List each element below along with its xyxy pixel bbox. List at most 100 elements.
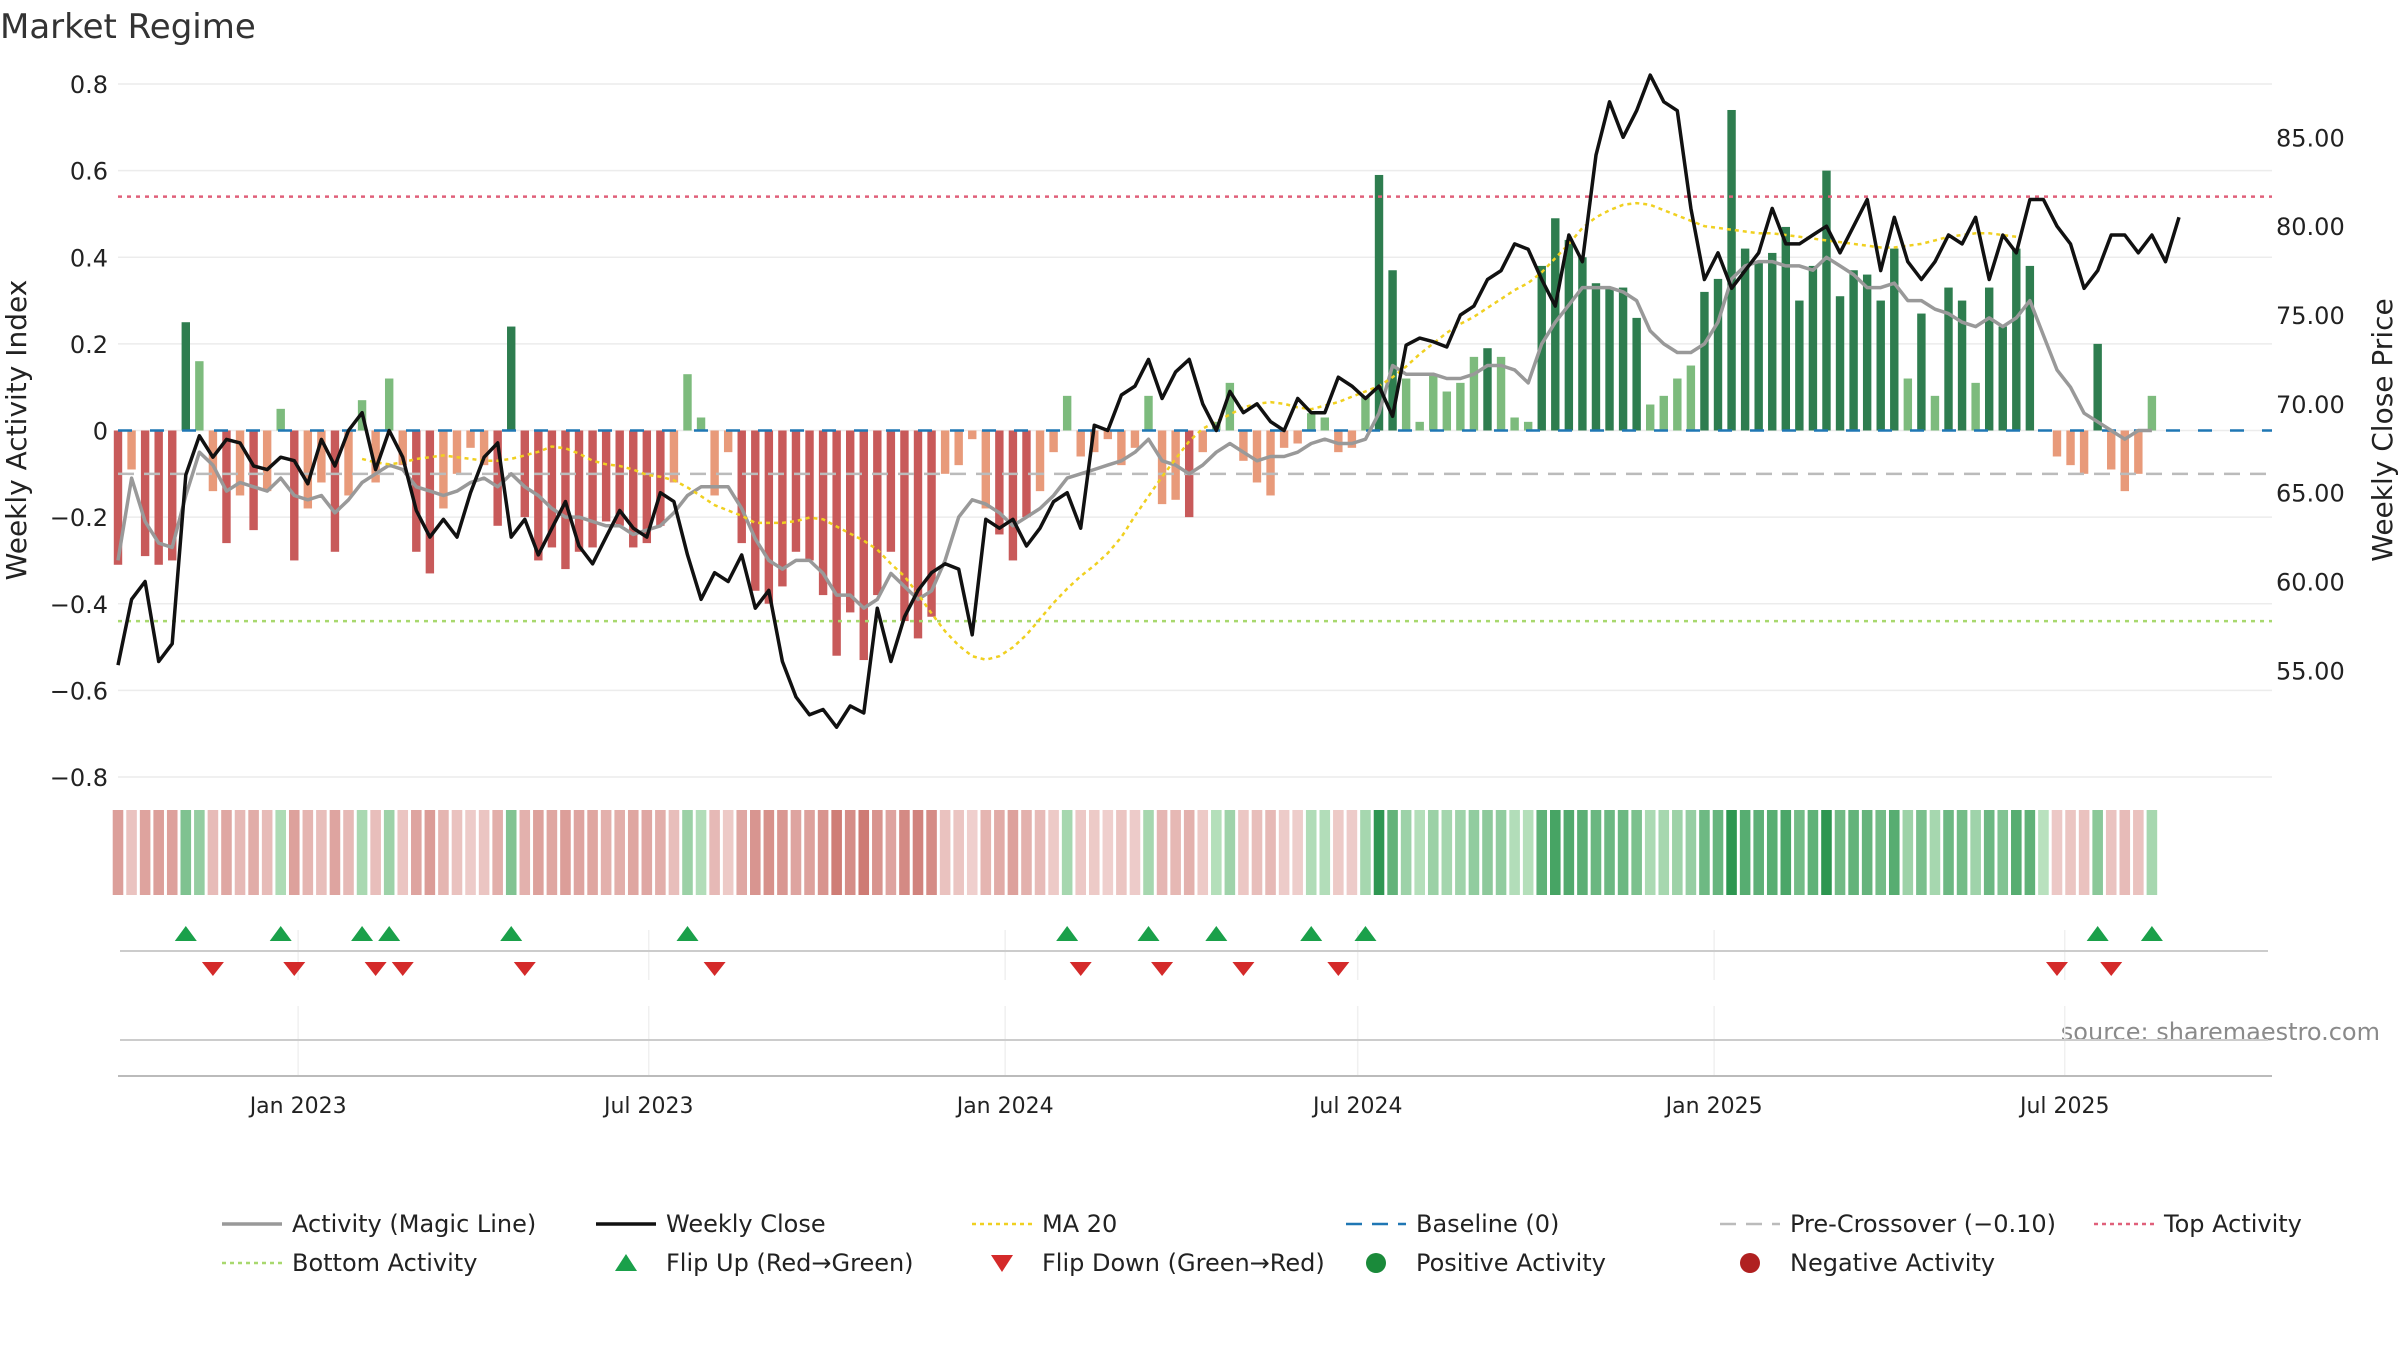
regime-strip-cell (492, 810, 503, 895)
regime-strip-cell (1943, 810, 1954, 895)
activity-bar (629, 430, 638, 548)
activity-bar (1808, 265, 1818, 431)
grid-layer (118, 83, 2272, 1076)
activity-bar (927, 430, 936, 617)
flip-up-marker (1137, 926, 1160, 941)
activity-bar (1429, 374, 1438, 431)
regime-strip-cell (872, 810, 883, 895)
activity-bar (588, 430, 597, 548)
activity-bar (561, 430, 570, 570)
activity-bar (1456, 382, 1465, 431)
activity-bar (1157, 430, 1167, 505)
activity-bar (1700, 291, 1709, 431)
activity-bars (113, 109, 2157, 661)
activity-bar (886, 430, 896, 552)
activity-bar (1795, 300, 1804, 431)
activity-bar (2093, 343, 2102, 431)
legend-label: Pre-Crossover (−0.10) (1790, 1210, 2056, 1238)
flip-down-marker (1069, 962, 1092, 976)
legend-label: Weekly Close (666, 1210, 826, 1238)
activity-bar (466, 430, 475, 448)
regime-strip-cell (1414, 810, 1425, 895)
regime-strip-cell (1956, 810, 1968, 895)
activity-bar (222, 430, 231, 544)
regime-strip-cell (1861, 810, 1873, 895)
activity-bar (1076, 430, 1085, 457)
regime-strip-cell (1495, 810, 1507, 895)
reference-lines (118, 195, 2272, 623)
flip-up-marker (1354, 926, 1377, 941)
regime-strip-cell (573, 810, 585, 895)
regime-strip-cell (1509, 810, 1520, 895)
regime-strip-cell (2092, 810, 2103, 895)
activity-bar (669, 430, 679, 483)
y-tick-label-left: 0.6 (70, 158, 108, 186)
y-tick-label-right: 80.00 (2276, 213, 2345, 241)
regime-strip-cell (1007, 810, 1019, 895)
regime-strip-cell (465, 810, 476, 895)
activity-bar (1835, 296, 1845, 431)
flip-up-marker (1056, 926, 1079, 941)
regime-strip-cell (478, 810, 490, 895)
activity-bar (1117, 430, 1126, 466)
regime-strip-cell (1116, 810, 1127, 895)
regime-strip-cell (885, 810, 897, 895)
x-tick-label: Jul 2024 (1311, 1094, 1403, 1119)
regime-strip-cell (1102, 810, 1114, 895)
regime-strip-cell (1265, 810, 1276, 895)
activity-magic-line (116, 255, 2152, 610)
regime-strip-cell (248, 810, 259, 895)
regime-strip-cell (1468, 810, 1480, 895)
regime-strip-cell (614, 810, 625, 895)
activity-bar (1090, 430, 1099, 453)
y-tick-label-left: 0 (93, 418, 108, 446)
regime-strip-cell (2119, 810, 2131, 895)
regime-strip-cell (899, 810, 910, 895)
activity-bar (764, 430, 774, 604)
regime-strip-cell (1631, 810, 1642, 895)
regime-strip-cell (1916, 810, 1927, 895)
regime-strip-cell (1129, 810, 1141, 895)
regime-strip-cell (777, 810, 788, 895)
regime-strip-cell (1590, 810, 1602, 895)
activity-bar (1564, 239, 1574, 431)
regime-strip-cell (302, 810, 314, 895)
activity-bar (181, 322, 191, 431)
y-tick-label-right: 70.00 (2276, 391, 2345, 419)
activity-bar (1713, 278, 1723, 431)
activity-bar (696, 417, 706, 431)
regime-strip-cell (207, 810, 219, 895)
activity-bar (2079, 430, 2089, 474)
activity-bar (968, 430, 977, 440)
activity-bar (723, 430, 733, 453)
y-tick-label-right: 55.00 (2276, 657, 2345, 685)
activity-bar (439, 430, 448, 509)
regime-strip-cell (1360, 810, 1371, 895)
activity-bar (656, 430, 665, 526)
activity-bar (846, 430, 855, 613)
activity-bar (1347, 430, 1357, 448)
regime-strip-cell (2078, 810, 2090, 895)
flip-up-marker (1205, 926, 1228, 941)
regime-strip-cell (234, 810, 246, 895)
regime-strip-cell (383, 810, 395, 895)
flip-up-marker (269, 926, 292, 941)
activity-bar (1618, 287, 1628, 431)
legend-label: MA 20 (1042, 1210, 1117, 1238)
regime-strip-cell (1997, 810, 2009, 895)
regime-strip-cell (1563, 810, 1575, 895)
regime-strip-cell (1373, 810, 1385, 895)
regime-strip-cell (1251, 810, 1263, 895)
regime-strip-cell (627, 810, 639, 895)
regime-strip-cell (1048, 810, 1059, 895)
regime-strip-cell (1441, 810, 1453, 895)
regime-strip-cell (1848, 810, 1859, 895)
regime-strip-cell (1400, 810, 1412, 895)
activity-bar (330, 430, 340, 552)
regime-strip-cell (600, 810, 612, 895)
y-tick-label-left: −0.4 (50, 591, 108, 619)
regime-strip-cell (1794, 810, 1805, 895)
regime-strip-cell (1617, 810, 1629, 895)
activity-bar (1374, 174, 1384, 431)
